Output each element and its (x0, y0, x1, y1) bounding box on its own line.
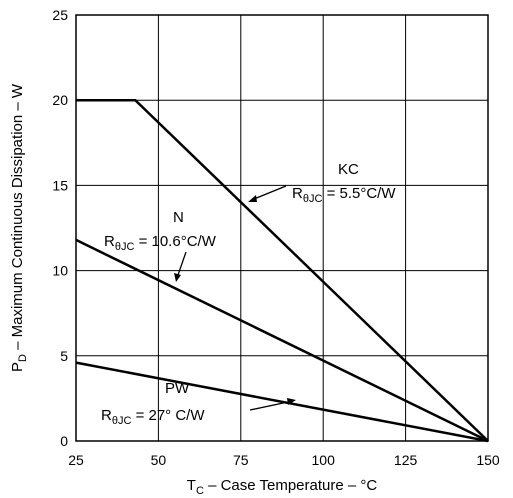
series-lines (75, 98, 489, 443)
x-tick-label: 150 (476, 452, 500, 468)
y-axis-title: PD – Maximum Continuous Dissipation – W (9, 83, 29, 372)
tick-labels: 25 50 75 100 125 150 0 5 10 15 20 25 (52, 7, 499, 468)
annotation-pw: PW RθJC = 27° C/W (101, 380, 296, 427)
n-arrowhead (174, 273, 181, 282)
series-line-n (75, 238, 489, 443)
kc-label: KC (338, 161, 359, 178)
y-tick-label: 0 (60, 433, 68, 449)
pw-label: PW (165, 380, 190, 397)
x-tick-label: 50 (151, 452, 167, 468)
series-line-pw (75, 361, 489, 443)
kc-arrowhead (248, 195, 257, 202)
y-tick-label: 25 (52, 7, 68, 23)
n-leader (177, 251, 187, 276)
x-tick-label: 125 (394, 452, 418, 468)
n-label: N (173, 209, 184, 226)
annotation-n: N RθJC = 10.6°C/W (104, 209, 217, 282)
plot-frame (75, 14, 489, 442)
y-tick-label: 20 (52, 92, 68, 108)
pw-leader (249, 401, 289, 411)
y-tick-label: 10 (52, 263, 68, 279)
x-axis-title: TC – Case Temperature – °C (187, 477, 378, 497)
x-tick-label: 100 (312, 452, 336, 468)
y-tick-label: 15 (52, 177, 68, 193)
series-line-kc (76, 98, 489, 442)
kc-resistance: RθJC = 5.5°C/W (292, 185, 396, 205)
kc-leader (253, 185, 287, 200)
grid (76, 15, 488, 441)
x-tick-label: 25 (68, 452, 84, 468)
annotation-kc: KC RθJC = 5.5°C/W (248, 161, 396, 205)
pw-arrowhead (287, 398, 296, 405)
pw-resistance: RθJC = 27° C/W (101, 407, 205, 427)
y-tick-label: 5 (60, 348, 68, 364)
n-resistance: RθJC = 10.6°C/W (104, 233, 217, 253)
x-tick-label: 75 (233, 452, 249, 468)
